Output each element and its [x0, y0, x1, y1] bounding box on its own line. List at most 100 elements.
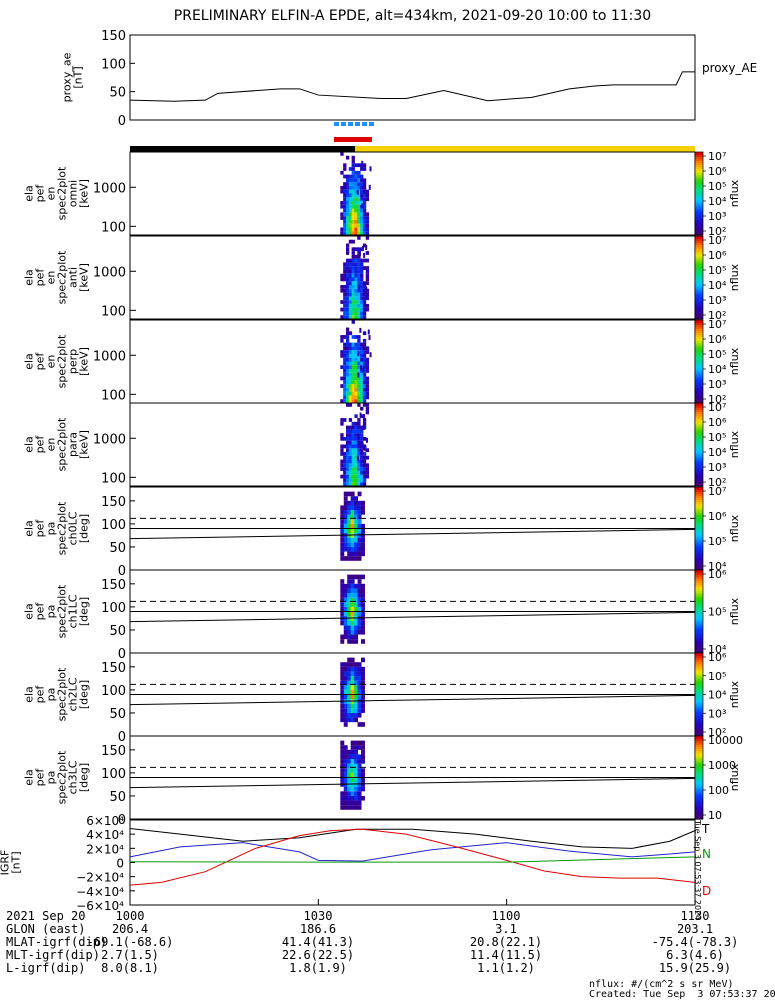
- spec-3-spectrogram-cell: [360, 440, 364, 445]
- spec-2-spectrogram-cell: [365, 357, 370, 362]
- spec-1-spectrogram-cell: [351, 281, 355, 286]
- spec-2-spectrogram-cell: [348, 353, 353, 358]
- spec-0-spectrogram-cell: [357, 163, 361, 168]
- spec-0-spectrogram-cell: [348, 189, 353, 194]
- pa-1-spectrogram-cell: [357, 593, 362, 598]
- spec-2-colorbar-segment: [695, 338, 703, 342]
- spec-1-spectrogram-cell: [362, 258, 367, 263]
- pa-1-spectrogram-cell: [350, 629, 355, 635]
- spec-3-spectrogram-cell: [357, 482, 361, 486]
- spec-2-spectrogram-cell: [340, 384, 344, 388]
- pa-1-spectrogram-cell: [357, 606, 362, 612]
- spec-0-spectrogram-cell: [351, 193, 355, 198]
- pa-1-spectrogram-cell: [347, 583, 352, 589]
- spec-0-spectrogram-cell: [354, 189, 358, 194]
- spec-2-spectrogram-cell: [360, 361, 364, 366]
- igrf-side-stamp: Tue Sep 3 07:53:37 2024: [693, 819, 702, 920]
- spec-0-spectrogram-cell: [348, 167, 353, 171]
- spec-2-spectrogram-cell: [340, 350, 344, 354]
- spec-3-colorbar-segment: [695, 446, 703, 450]
- spec-0-spectrogram-cell: [348, 216, 353, 220]
- igrf-series-T: [129, 828, 696, 849]
- spec-1-spectrogram-cell: [357, 236, 361, 240]
- spec-3-spectrogram-cell: [351, 425, 355, 430]
- pa-0-spectrogram-cell: [347, 546, 352, 552]
- pa-2-spectrogram-cell: [357, 699, 362, 704]
- spec-0-spectrogram-cell: [354, 197, 358, 202]
- igrf-ytick-label: 4×10⁴: [86, 828, 124, 842]
- pa-2-colorbar-segment: [695, 661, 703, 664]
- spec-3-spectrogram-cell: [351, 421, 355, 426]
- pa-2-spectrogram-cell: [354, 680, 359, 686]
- pa-0-colorbar-segment: [695, 551, 703, 554]
- spec-2-spectrogram-cell: [357, 387, 361, 392]
- pa-0-spectrogram-cell: [350, 542, 355, 547]
- pa-1-spectrogram-cell: [357, 597, 362, 603]
- pa-1-spectrogram-cell: [347, 634, 352, 640]
- spec-1-spectrogram-cell: [348, 296, 353, 301]
- spec-3-colorbar-segment: [695, 448, 703, 452]
- spec-1-colorbar-segment: [695, 316, 703, 320]
- spec-3-spectrogram-cell: [343, 418, 347, 422]
- spec-1-spectrogram-cell: [348, 288, 353, 293]
- pa-2-spectrogram-cell: [361, 694, 365, 700]
- pa-2-colorbar-segment: [695, 677, 703, 681]
- spec-2-spectrogram-cell: [360, 387, 364, 392]
- spec-1-spectrogram-cell: [348, 285, 353, 289]
- pa-1-spectrogram-cell: [361, 588, 365, 594]
- pa-0-spectrogram-cell: [354, 514, 359, 520]
- spec-0-spectrogram-cell: [360, 208, 364, 213]
- spec-3-spectrogram-cell: [354, 440, 358, 445]
- spec-1-spectrogram-cell: [351, 296, 355, 301]
- pa-3-spectrogram-cell: [361, 740, 365, 746]
- spec-2-spectrogram-cell: [340, 365, 344, 370]
- spec-0-spectrogram-cell: [340, 227, 344, 232]
- spec-0-colorbar-segment: [695, 193, 703, 197]
- pa-3-spectrogram-cell: [350, 805, 355, 810]
- spec-2-spectrogram-cell: [351, 361, 355, 366]
- spec-2-spectrogram-cell: [345, 361, 350, 366]
- spec-0-spectrogram-cell: [351, 227, 355, 232]
- spec-3-spectrogram-cell: [362, 482, 367, 486]
- pa-0-colorbar-segment: [695, 543, 703, 546]
- pa-1-spectrogram-cell: [361, 574, 365, 580]
- pa-0-colorbar-segment: [695, 528, 703, 532]
- spec-3-colorbar-frame: [694, 402, 704, 487]
- spec-0-spectrogram-cell: [345, 219, 350, 224]
- spec-1-spectrogram-cell: [351, 254, 355, 259]
- pa-2-spectrogram-cell: [357, 671, 362, 677]
- pa-2-spectrogram-cell: [354, 703, 359, 709]
- pa-2-colorbar-label: 10²: [708, 726, 726, 739]
- spec-1-spectrogram-cell: [362, 292, 367, 297]
- pa-3-spectrogram-cell: [350, 745, 355, 750]
- spec-2-spectrogram-cell: [345, 391, 350, 396]
- spec-0-colorbar-label: 10⁷: [708, 150, 726, 163]
- spec-0-spectrogram-cell: [354, 182, 358, 186]
- spec-3-spectrogram-cell: [365, 474, 370, 479]
- spec-0-colorbar-segment: [695, 166, 703, 170]
- footer-value: -75.4(-78.3): [651, 935, 739, 949]
- spec-3-ytick-label: 100: [101, 471, 126, 486]
- spec-2-spectrogram-cell: [345, 335, 350, 339]
- spec-0-spectrogram-cell: [340, 201, 344, 205]
- pa-3-colorbar-segment: [695, 806, 703, 810]
- spec-2-colorbar-segment: [695, 346, 703, 350]
- spec-2-spectrogram-cell: [345, 380, 350, 385]
- pa-1-spectrogram-cell: [361, 602, 365, 607]
- pa-2-spectrogram-cell: [340, 680, 345, 686]
- spec-0-colorbar-segment: [695, 216, 703, 219]
- spec-1-sparse-cell: [358, 284, 361, 290]
- spec-0-colorbar-segment: [695, 232, 703, 236]
- pa-3-spectrogram-cell: [354, 763, 359, 769]
- spec-2-spectrogram-cell: [362, 353, 367, 358]
- spec-0-spectrogram-cell: [348, 227, 353, 232]
- spec-0-sparse-cell: [356, 189, 359, 195]
- pa-2-colorbar-segment: [695, 675, 703, 679]
- spec-3-spectrogram-cell: [362, 467, 367, 471]
- spec-3-spectrogram-cell: [365, 410, 370, 415]
- spec-1-colorbar-label: 10³: [708, 294, 726, 307]
- spec-1-spectrogram-cell: [340, 285, 344, 289]
- pa-0-spectrogram-cell: [340, 505, 345, 511]
- pa-1-spectrogram-cell: [343, 597, 348, 603]
- spec-2-ylabel-line: spec2plot: [56, 334, 69, 388]
